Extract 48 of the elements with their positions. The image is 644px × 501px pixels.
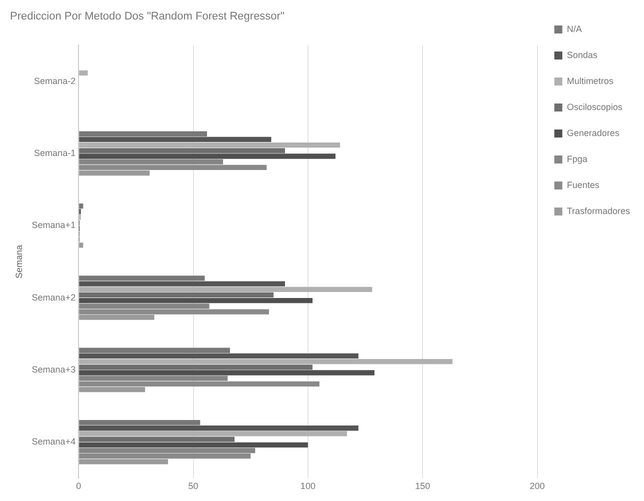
bar <box>79 426 358 431</box>
bar <box>79 70 88 76</box>
x-tick-label: 50 <box>188 481 198 492</box>
y-tick-label: Semana-2 <box>34 76 76 86</box>
x-tick-label: 200 <box>530 481 545 492</box>
y-tick-label: Semana-1 <box>34 148 76 158</box>
y-axis-title: Semana <box>14 244 24 278</box>
x-tick-label: 0 <box>76 481 82 492</box>
bar <box>79 358 452 364</box>
bar <box>79 242 84 248</box>
bar <box>79 286 372 292</box>
bar <box>79 459 168 464</box>
y-tick-label: Semana+4 <box>32 436 76 447</box>
bar <box>79 386 146 392</box>
legend-label: Trasformadores <box>566 206 630 216</box>
bar <box>79 154 336 159</box>
bar <box>79 314 154 320</box>
bar <box>79 276 205 281</box>
y-tick-label: Semana+1 <box>32 220 76 230</box>
bar <box>79 131 208 136</box>
bar <box>79 281 286 286</box>
y-tick-label: Semana+2 <box>32 292 76 302</box>
bar <box>79 170 150 176</box>
bar <box>79 370 374 376</box>
bar <box>79 431 347 436</box>
bar <box>79 292 274 298</box>
legend-label: Osciloscopios <box>566 102 623 112</box>
bar <box>79 442 308 448</box>
bar <box>79 148 286 154</box>
legend-label: N/A <box>566 24 582 34</box>
bar <box>79 142 340 148</box>
bar <box>79 436 235 442</box>
bar <box>79 364 313 370</box>
legend-label: Generadores <box>566 128 620 138</box>
bar <box>79 353 358 359</box>
bar <box>79 348 230 353</box>
bar <box>79 298 313 304</box>
legend-label: Fpga <box>566 154 588 164</box>
bar <box>79 203 84 209</box>
x-tick-label: 100 <box>300 481 316 492</box>
chart-title: Prediccion Por Metodo Dos "Random Forest Regressor" <box>10 10 284 23</box>
legend-label: Sondas <box>566 50 598 60</box>
x-tick-label: 150 <box>415 481 430 492</box>
legend-label: Fuentes <box>566 180 600 190</box>
y-tick-label: Semana+3 <box>32 364 76 374</box>
bar <box>79 136 272 142</box>
legend-label: Multimetros <box>566 76 614 86</box>
bar <box>79 420 200 426</box>
